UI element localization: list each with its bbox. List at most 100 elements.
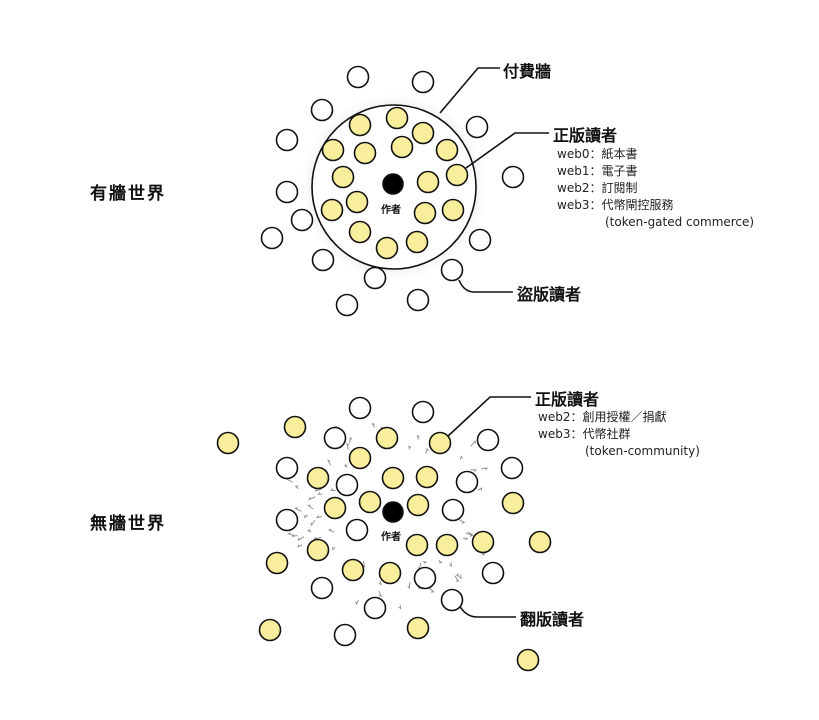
pirate-reader-circle <box>363 266 387 290</box>
licensed-reader-circle <box>385 106 409 130</box>
pirate-reader-circle <box>275 128 299 152</box>
licensed-reader-circle <box>306 466 330 490</box>
flow-arrow <box>297 544 303 548</box>
licensed-reader-circle <box>258 618 282 642</box>
flow-arrow <box>310 520 316 527</box>
licensed-reader-circle <box>445 163 469 187</box>
pirate-reader-circle <box>406 288 430 312</box>
paywall-label: 付費牆 <box>503 62 552 81</box>
flow-arrow <box>408 445 412 450</box>
licensed-reader-circle <box>435 138 459 162</box>
pirate-reader-circle <box>346 65 370 89</box>
pirate-leader-line <box>458 279 513 293</box>
flow-arrow <box>449 562 452 567</box>
copy-reader-circle <box>323 426 347 450</box>
flow-arrow <box>477 487 483 491</box>
flow-arrow <box>481 467 488 471</box>
licensed-line-web3: web3：代幣閘控服務 <box>557 198 674 212</box>
pirate-readers-label: 盜版讀者 <box>517 285 582 304</box>
licensed-reader-circle <box>435 533 459 557</box>
licensed-reader-circle <box>471 530 495 554</box>
pirate-reader-circle <box>335 293 359 317</box>
pirate-reader-circle <box>501 165 525 189</box>
flow-arrow <box>304 514 309 519</box>
licensed-line-web0: web0：紙本書 <box>557 147 638 161</box>
pirate-reader-circle <box>411 70 435 94</box>
author-label: 作者 <box>381 205 401 216</box>
licensed-reader-circle <box>381 466 405 490</box>
flow-arrow <box>306 529 312 533</box>
flow-arrow <box>307 504 314 510</box>
pirate-reader-circle <box>311 248 335 272</box>
licensed-reader-circle <box>406 616 430 640</box>
licensed-readers-title: 正版讀者 <box>553 126 618 145</box>
licensed-reader-circle <box>411 121 435 145</box>
wallless-world-title: 無牆世界 <box>90 514 166 534</box>
copy-leader-line <box>458 604 516 618</box>
licensed-reader-circle <box>348 113 372 137</box>
licensed-reader-circle <box>341 558 365 582</box>
licensed-line-web1: web1：電子書 <box>557 164 638 178</box>
licensed-reader-circle <box>283 415 307 439</box>
licensed-reader-circle <box>321 138 345 162</box>
licensed-reader-circle <box>405 533 429 557</box>
flow-arrow <box>328 528 335 533</box>
copy-reader-circle <box>335 473 359 497</box>
flow-arrow <box>398 604 402 610</box>
copy-reader-circle <box>413 566 437 590</box>
copy-readers-label: 翻版讀者 <box>520 610 585 629</box>
flow-arrow <box>416 434 420 440</box>
licensed-readers-title-2: 正版讀者 <box>535 390 600 409</box>
licensed-reader-circle <box>216 431 240 455</box>
flow-arrow <box>454 575 460 582</box>
flow-arrow <box>458 574 462 580</box>
licensed-reader-circle <box>375 236 399 260</box>
flow-arrow <box>422 560 428 564</box>
flow-arrow <box>346 442 350 450</box>
copy-reader-circle <box>500 456 524 480</box>
licensed-reader-circle <box>331 165 355 189</box>
licensed2-line-web3-en: (token-community) <box>585 444 700 458</box>
pirate-reader-circle <box>468 228 492 252</box>
licensed-reader-circle <box>358 490 382 514</box>
licensed-reader-circle <box>441 198 465 222</box>
pirate-reader-circle <box>275 180 299 204</box>
flow-arrow <box>308 496 316 501</box>
licensed-reader-circle <box>353 141 377 165</box>
copy-reader-circle <box>455 470 479 494</box>
walled-world-title: 有牆世界 <box>90 184 166 204</box>
licensed-reader-circle <box>416 170 440 194</box>
flow-arrow <box>287 532 294 536</box>
flow-arrow <box>428 587 435 593</box>
licensed-reader-circle <box>516 648 540 672</box>
flow-arrow <box>481 552 486 556</box>
flow-arrow <box>294 507 302 512</box>
flow-arrow <box>317 492 323 495</box>
flow-arrow <box>316 515 323 519</box>
licensed-leader-line <box>465 132 549 169</box>
flow-arrow <box>291 533 298 537</box>
copy-reader-circle <box>348 396 372 420</box>
licensed-line-web3-en: (token-gated commerce) <box>605 215 755 229</box>
licensed-reader-circle <box>345 190 369 214</box>
licensed-reader-circle <box>378 561 402 585</box>
licensed-reader-circle <box>405 230 429 254</box>
author-circle <box>382 173 404 195</box>
flow-arrow <box>462 537 469 541</box>
licensed-leader-line-2 <box>446 396 531 438</box>
licensed-reader-circle <box>323 496 347 520</box>
copy-reader-circle <box>310 576 334 600</box>
flow-arrow <box>470 469 477 472</box>
flow-arrow <box>349 436 353 444</box>
pirate-reader-circle <box>290 208 314 232</box>
flow-arrow <box>314 488 322 492</box>
licensed-reader-circle <box>415 465 439 489</box>
flow-arrow <box>455 573 459 578</box>
flow-arrow <box>355 599 359 606</box>
flow-arrow <box>297 536 305 542</box>
copy-reader-circle <box>275 508 299 532</box>
licensed-reader-circle <box>375 426 399 450</box>
flow-arrow <box>438 559 443 564</box>
licensed-reader-circle <box>406 493 430 517</box>
flow-arrow <box>465 532 474 537</box>
